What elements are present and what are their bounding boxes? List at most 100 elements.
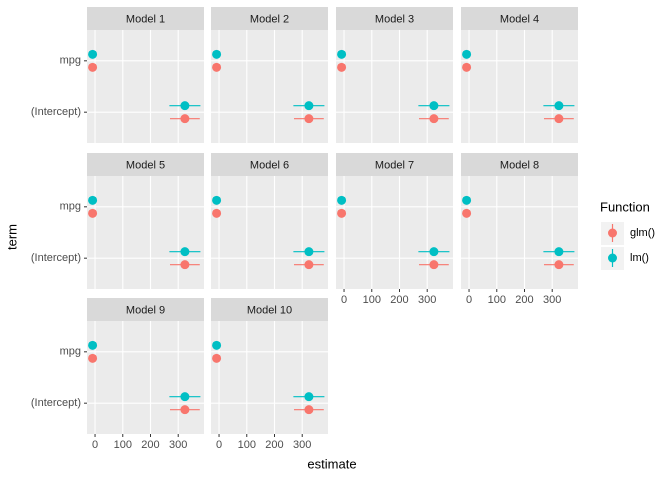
y-tick-label: mpg	[60, 346, 81, 358]
point	[337, 208, 347, 218]
y-axis-title: term	[4, 224, 19, 250]
x-tick-label: 200	[141, 439, 159, 451]
point	[88, 62, 98, 72]
x-tick-label: 300	[543, 294, 561, 306]
point	[304, 101, 314, 111]
strip-label: Model 3	[375, 13, 414, 25]
strip-label: Model 10	[247, 304, 292, 316]
y-tick-label: (Intercept)	[31, 397, 81, 409]
strip	[87, 298, 204, 321]
point	[304, 405, 314, 415]
panel-background	[211, 30, 328, 143]
strip-label: Model 7	[375, 159, 414, 171]
x-tick-label: 100	[488, 294, 506, 306]
strip-label: Model 1	[126, 13, 165, 25]
point	[180, 392, 190, 402]
point	[554, 260, 564, 270]
panel-background	[336, 176, 453, 289]
point	[462, 195, 472, 205]
panel-background	[87, 321, 204, 434]
point	[212, 208, 222, 218]
strip	[211, 7, 328, 30]
point	[462, 62, 472, 72]
x-tick-label: 100	[363, 294, 381, 306]
point	[212, 340, 222, 350]
strip	[211, 298, 328, 321]
point	[88, 340, 98, 350]
x-tick-label: 200	[390, 294, 408, 306]
strip-label: Model 4	[500, 13, 539, 25]
y-tick-label: (Intercept)	[31, 106, 81, 118]
point	[180, 260, 190, 270]
point	[429, 260, 439, 270]
legend-label: glm()	[630, 227, 655, 239]
point	[337, 62, 347, 72]
strip	[87, 153, 204, 176]
strip-label: Model 6	[250, 159, 289, 171]
strip	[87, 7, 204, 30]
strip-label: Model 9	[126, 304, 165, 316]
strip	[461, 153, 578, 176]
panel-background	[87, 30, 204, 143]
strip-label: Model 2	[250, 13, 289, 25]
x-tick-label: 0	[216, 439, 222, 451]
legend-point	[608, 253, 617, 263]
x-tick-label: 300	[418, 294, 436, 306]
panel-background	[461, 30, 578, 143]
point	[462, 208, 472, 218]
strip	[461, 7, 578, 30]
point	[554, 114, 564, 124]
legend-label: lm()	[630, 252, 649, 264]
strip-label: Model 5	[126, 159, 165, 171]
panel-background	[336, 30, 453, 143]
panel-background	[87, 176, 204, 289]
legend-title: Function	[600, 199, 650, 214]
point	[212, 49, 222, 59]
point	[554, 101, 564, 111]
x-tick-label: 300	[293, 439, 311, 451]
x-tick-label: 0	[92, 439, 98, 451]
x-tick-label: 100	[238, 439, 256, 451]
point	[88, 208, 98, 218]
point	[337, 49, 347, 59]
strip	[336, 7, 453, 30]
strip-label: Model 8	[500, 159, 539, 171]
legend-point	[608, 228, 617, 238]
panel-background	[461, 176, 578, 289]
point	[554, 247, 564, 257]
point	[304, 247, 314, 257]
strip	[211, 153, 328, 176]
point	[304, 392, 314, 402]
point	[180, 114, 190, 124]
x-tick-label: 300	[169, 439, 187, 451]
point	[88, 195, 98, 205]
x-tick-label: 0	[341, 294, 347, 306]
point	[212, 195, 222, 205]
y-tick-label: mpg	[60, 201, 81, 213]
point	[212, 62, 222, 72]
x-tick-label: 0	[466, 294, 472, 306]
point	[429, 114, 439, 124]
point	[462, 49, 472, 59]
y-tick-label: (Intercept)	[31, 252, 81, 264]
x-tick-label: 100	[114, 439, 132, 451]
panel-background	[211, 176, 328, 289]
strip	[336, 153, 453, 176]
point	[304, 114, 314, 124]
x-tick-label: 200	[265, 439, 283, 451]
x-tick-label: 200	[515, 294, 533, 306]
x-axis-title: estimate	[307, 456, 356, 471]
point	[180, 101, 190, 111]
point	[88, 353, 98, 363]
point	[212, 353, 222, 363]
point	[429, 247, 439, 257]
point	[88, 49, 98, 59]
y-tick-label: mpg	[60, 55, 81, 67]
point	[180, 405, 190, 415]
point	[180, 247, 190, 257]
point	[304, 260, 314, 270]
panel-background	[211, 321, 328, 434]
point	[337, 195, 347, 205]
